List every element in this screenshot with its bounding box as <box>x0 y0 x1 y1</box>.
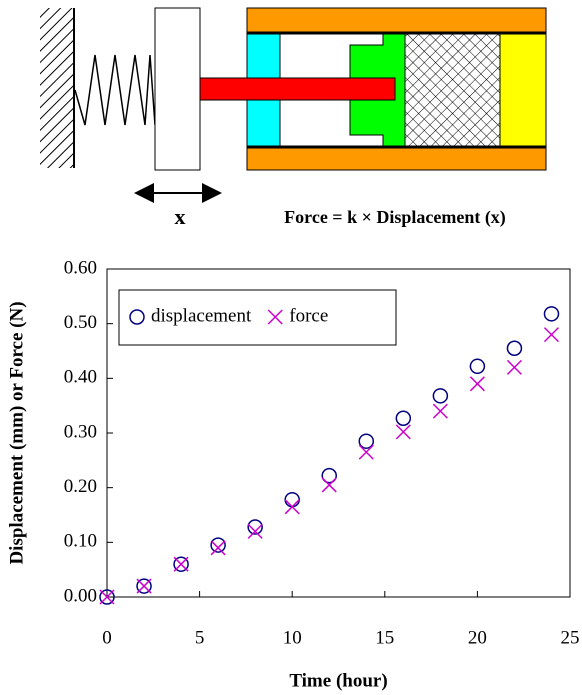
legend-marker <box>129 309 145 325</box>
block <box>154 7 201 171</box>
legend-marker <box>267 309 283 325</box>
end-cap <box>499 32 547 148</box>
legend <box>118 289 397 346</box>
y-axis-title: Displacement (mm) or Force (N) <box>6 301 27 564</box>
point <box>247 519 263 535</box>
point <box>247 523 263 539</box>
x-tick-label: 0 <box>102 627 112 648</box>
x-tick-label: 20 <box>468 627 487 648</box>
y-tick-label: 0.60 <box>64 257 97 278</box>
point <box>136 578 152 594</box>
x-axis-title: Time (hour) <box>289 670 387 691</box>
point <box>284 499 300 515</box>
point <box>543 327 560 343</box>
point <box>173 556 189 572</box>
y-tick-label: 0.10 <box>64 531 97 552</box>
x-label: x <box>175 204 186 229</box>
spring <box>74 54 156 126</box>
y-tick-label: 0.40 <box>64 367 97 388</box>
point <box>506 359 522 375</box>
y-tick-label: 0.30 <box>64 421 97 442</box>
wall <box>40 8 73 168</box>
damper <box>404 32 501 148</box>
formula: Force = k × Displacement (x) <box>284 207 506 228</box>
chart: 0.00 0.10 0.20 0.30 0.40 0.50 0.60 0 5 10 15 20 25 Ti… <box>6 257 579 691</box>
diagram: x Force = k × Displacement (x) <box>40 7 547 229</box>
x-tick-label: 5 <box>195 627 205 648</box>
point <box>358 433 375 449</box>
point <box>543 306 560 322</box>
point <box>321 477 337 493</box>
legend-label: force <box>289 305 328 326</box>
point <box>210 537 226 553</box>
y-tick-label: 0.00 <box>64 585 97 606</box>
legend-label: displacement <box>151 305 252 326</box>
point <box>432 388 449 404</box>
point <box>173 556 189 572</box>
x-tick-label: 10 <box>283 627 302 648</box>
x-tick-label: 25 <box>561 627 580 648</box>
point <box>432 403 448 419</box>
point <box>136 578 152 594</box>
point <box>321 467 337 484</box>
y-tick-label: 0.50 <box>64 312 97 333</box>
point <box>284 491 300 508</box>
point <box>506 340 523 357</box>
point <box>395 424 411 440</box>
y-tick-label: 0.20 <box>64 476 97 497</box>
point <box>210 540 226 556</box>
point <box>99 589 115 605</box>
point <box>99 589 115 605</box>
point <box>469 358 486 375</box>
point <box>469 376 485 392</box>
x-tick-label: 15 <box>375 627 394 648</box>
point <box>358 444 374 460</box>
rod <box>199 77 396 101</box>
point <box>395 410 412 426</box>
